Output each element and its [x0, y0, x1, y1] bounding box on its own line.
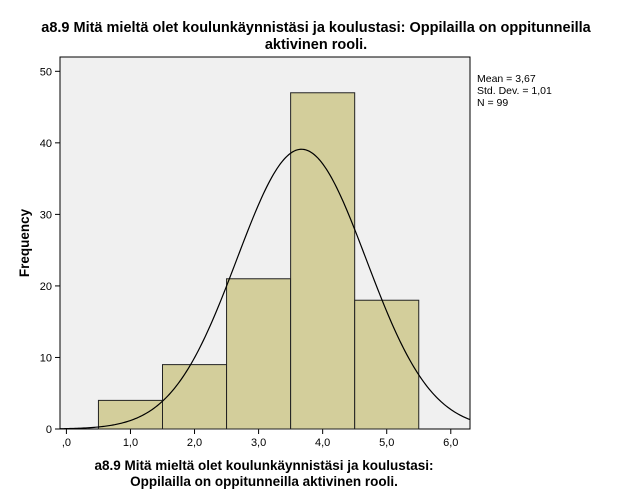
- stat-n: N = 99: [477, 97, 508, 109]
- x-tick-label-6: 6,0: [443, 437, 458, 449]
- y-tick-label-4: 40: [40, 138, 52, 150]
- stat-std-dev: Std. Dev. = 1,01: [477, 85, 552, 97]
- x-axis-label-line-2: Oppilailla on oppitunneilla aktivinen ro…: [130, 474, 398, 489]
- y-axis-label: Frequency: [17, 208, 32, 277]
- x-axis-label-line-1: a8.9 Mitä mieltä olet koulunkäynnistäsi …: [94, 458, 433, 473]
- histogram-bar-3: [290, 92, 356, 430]
- x-tick-label-4: 4,0: [315, 437, 330, 449]
- y-tick-label-3: 30: [40, 209, 52, 221]
- y-tick-label-2: 20: [40, 281, 52, 293]
- histogram-bar-0: [97, 399, 163, 430]
- y-tick-label-1: 10: [40, 352, 52, 364]
- x-tick-label-2: 2,0: [187, 437, 202, 449]
- x-tick-label-5: 5,0: [379, 437, 394, 449]
- chart-title-line-2: aktivinen rooli.: [265, 37, 367, 53]
- y-tick-label-5: 50: [40, 66, 52, 78]
- x-tick-label-1: 1,0: [123, 437, 138, 449]
- histogram-bar-2: [226, 278, 292, 430]
- chart-title-line-1: a8.9 Mitä mieltä olet koulunkäynnistäsi …: [41, 20, 591, 36]
- y-tick-label-0: 0: [46, 424, 52, 436]
- stat-mean: Mean = 3,67: [477, 73, 536, 85]
- histogram-bar-4: [354, 299, 420, 430]
- y-axis: 0 10 20 30 40 50: [40, 66, 60, 436]
- x-tick-label-0: ,0: [62, 437, 71, 449]
- x-axis: ,0 1,0 2,0 3,0 4,0 5,0 6,0: [62, 429, 458, 449]
- histogram-bar-1: [162, 364, 228, 430]
- normal-curve: [59, 148, 471, 430]
- x-tick-label-3: 3,0: [251, 437, 266, 449]
